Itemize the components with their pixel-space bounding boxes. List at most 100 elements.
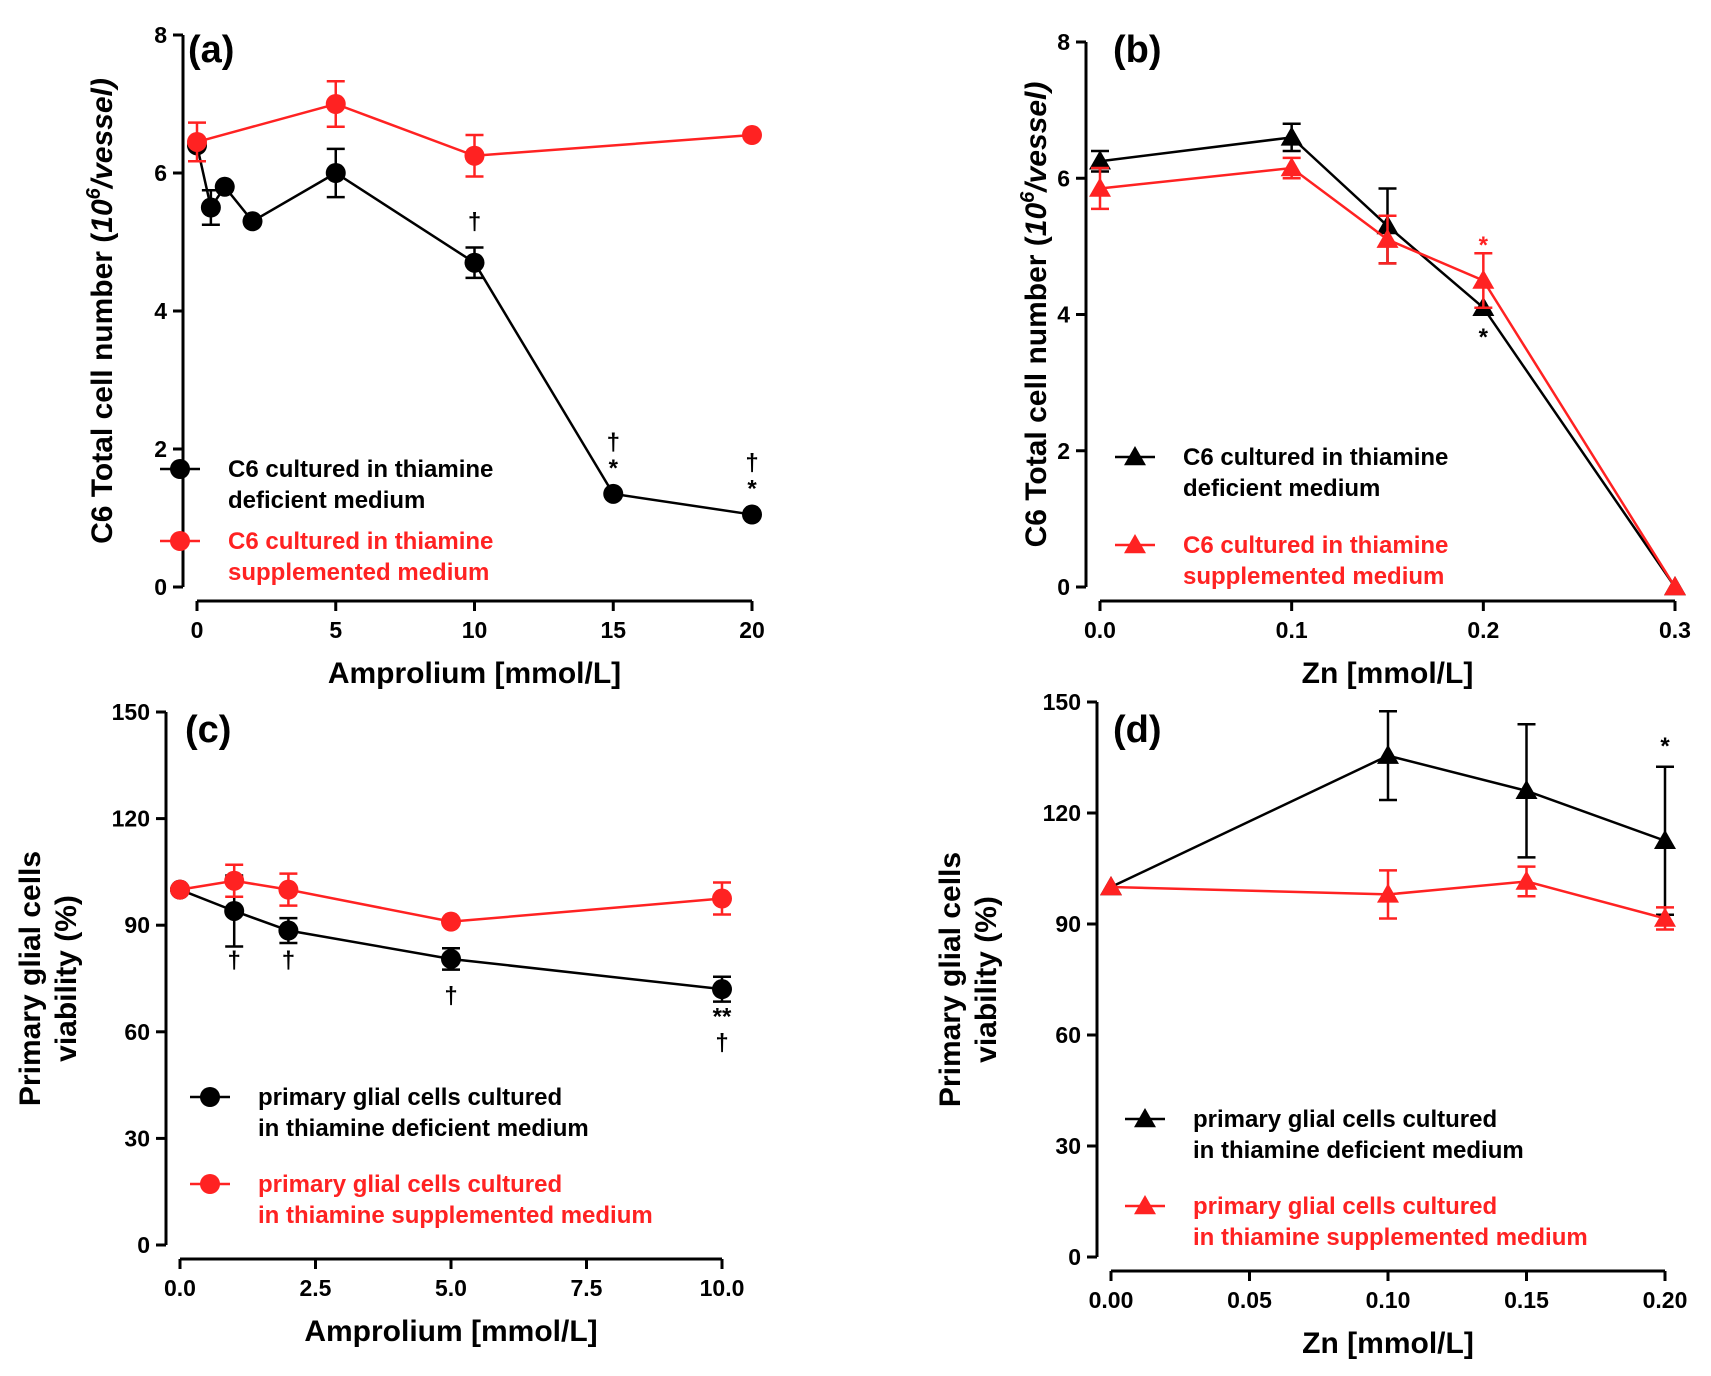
y-tick-label: 0 (137, 1232, 150, 1258)
data-point-triangle (1089, 177, 1111, 197)
data-point-triangle (1515, 870, 1538, 890)
significance-marker: ** (713, 1004, 732, 1031)
panel-d: 0 30 60 90 120 150 0.00 0.05 0.10 0.15 0.20 Zn [mmo… (934, 689, 1687, 1360)
legend-text: primary glial cells cultured (258, 1171, 562, 1198)
data-point-circle (187, 131, 207, 152)
y-tick-label: 90 (1055, 911, 1081, 937)
y-tick-label: 0 (1057, 574, 1070, 600)
y-tick-label: 120 (1043, 800, 1081, 826)
data-point-circle (464, 145, 485, 166)
significance-marker: * (609, 455, 619, 482)
x-axis-title: Zn [mmol/L] (1302, 1327, 1474, 1360)
significance-marker: † (228, 947, 241, 974)
legend-marker (1134, 1195, 1156, 1215)
significance-marker: * (1660, 733, 1670, 760)
x-tick-label: 0.0 (1084, 617, 1116, 643)
y-tick-label: 4 (1057, 302, 1070, 328)
x-tick-label: 5.0 (435, 1275, 467, 1301)
x-tick-label: 5 (329, 617, 342, 643)
legend-text: C6 cultured in thiamine (228, 528, 493, 555)
series-line-1 (1110, 880, 1666, 920)
y-tick-label: 150 (1043, 689, 1081, 715)
y-tick-label: 60 (124, 1019, 150, 1045)
x-tick-label: 10 (462, 617, 488, 643)
y-axis-title-unit-rest: /vessel) (1020, 82, 1053, 194)
legend-text: primary glial cells cultured (1193, 1106, 1497, 1133)
y-tick-label: 8 (154, 22, 167, 48)
y-axis-title: C6 Total cell number (106/vessel) (83, 78, 119, 544)
y-tick-label: 90 (124, 912, 150, 938)
legend-marker (170, 459, 190, 479)
data-point-circle (278, 920, 299, 941)
significance-marker: * (1479, 232, 1489, 259)
legend-text: primary glial cells cultured (1193, 1193, 1497, 1220)
y-axis-title-line: viability (%) (50, 895, 83, 1062)
x-axis-title: Amprolium [mmol/L] (328, 657, 621, 690)
data-point-circle (742, 125, 762, 146)
y-tick-label: 6 (1057, 165, 1070, 191)
data-point-circle (214, 176, 235, 197)
legend-text: C6 cultured in thiamine (228, 456, 493, 483)
legend-marker (1134, 1108, 1156, 1128)
data-point-circle (712, 979, 732, 1000)
data-point-circle (742, 504, 762, 525)
panel-c: 0 30 60 90 120 150 0.0 2.5 5.0 7.5 10.0 Amprolium [… (14, 699, 744, 1348)
data-point-circle (170, 879, 190, 900)
panel-label: (a) (188, 29, 234, 71)
significance-marker: * (747, 476, 757, 503)
data-point-triangle (1377, 744, 1399, 764)
significance-marker: † (745, 450, 758, 477)
legend-text: in thiamine deficient medium (258, 1115, 589, 1142)
significance-marker: † (468, 209, 481, 236)
y-axis-title-prefix: C6 Total cell number ( (86, 233, 119, 544)
data-point-triangle (1472, 269, 1495, 289)
significance-marker: * (1479, 324, 1489, 351)
legend-text: C6 cultured in thiamine (1183, 532, 1448, 559)
data-point-circle (278, 879, 299, 900)
significance-marker: † (607, 429, 620, 456)
y-axis-title-unit-sup: 6 (83, 187, 105, 199)
series-line-1 (196, 102, 753, 158)
significance-marker: † (444, 982, 457, 1009)
x-tick-label: 0.05 (1227, 1287, 1272, 1313)
y-tick-label: 4 (154, 298, 167, 324)
x-tick-label: 0.10 (1366, 1287, 1411, 1313)
data-point-circle (441, 911, 461, 932)
legend-text: C6 cultured in thiamine (1183, 444, 1448, 471)
data-point-triangle (1100, 876, 1122, 896)
significance-marker: † (715, 1030, 728, 1057)
x-tick-label: 20 (739, 617, 765, 643)
y-tick-label: 120 (112, 806, 150, 832)
x-tick-label: 0.00 (1089, 1287, 1134, 1313)
x-tick-label: 0.15 (1504, 1287, 1549, 1313)
data-point-circle (242, 211, 263, 232)
legend-text: in thiamine supplemented medium (1193, 1224, 1588, 1251)
y-tick-label: 150 (112, 699, 150, 725)
x-tick-label: 0 (191, 617, 204, 643)
x-axis-title: Amprolium [mmol/L] (304, 1315, 597, 1348)
y-tick-label: 8 (1057, 29, 1070, 55)
legend-marker (170, 531, 190, 551)
panel-a: 0 2 4 6 8 0 5 10 15 20 Amprolium [mmol/L] C6 Total … (83, 22, 765, 690)
legend-text: in thiamine deficient medium (1193, 1137, 1524, 1164)
y-axis-title: C6 Total cell number (106/vessel) (1017, 82, 1053, 548)
legend-marker (200, 1087, 220, 1107)
data-point-triangle (1654, 829, 1676, 849)
legend-text: deficient medium (228, 487, 425, 514)
data-point-circle (441, 948, 461, 969)
x-tick-label: 7.5 (571, 1275, 603, 1301)
x-tick-label: 0.0 (164, 1275, 196, 1301)
y-axis-title-unit-base: 10 (1020, 203, 1053, 237)
data-point-triangle (1377, 883, 1399, 903)
legend-text: primary glial cells cultured (258, 1084, 562, 1111)
data-point-circle (224, 870, 245, 891)
legend-text: in thiamine supplemented medium (258, 1202, 653, 1229)
data-point-triangle (1280, 157, 1303, 177)
y-axis-title-prefix: C6 Total cell number ( (1020, 236, 1053, 547)
data-point-circle (603, 483, 624, 504)
legend-text: supplemented medium (1183, 563, 1444, 590)
series-line-0 (1110, 754, 1666, 889)
data-point-circle (224, 900, 245, 921)
panel-label: (c) (185, 709, 231, 751)
